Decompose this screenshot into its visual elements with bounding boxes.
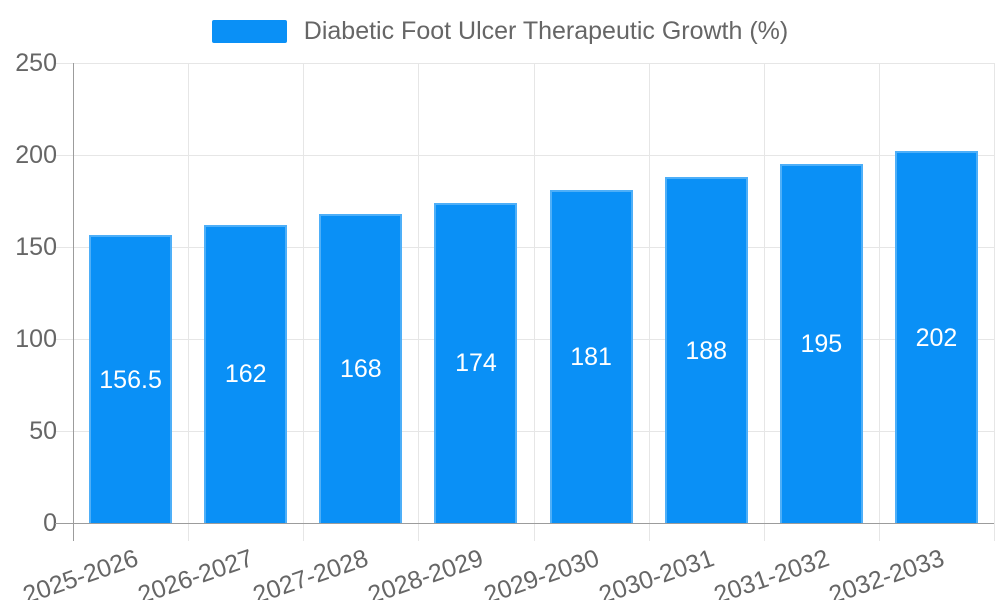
x-axis-tick bbox=[878, 523, 880, 541]
x-axis-tick bbox=[418, 523, 420, 541]
x-tick-label: 2031-2032 bbox=[710, 544, 833, 600]
x-tick-label: 2028-2029 bbox=[364, 544, 488, 600]
x-axis-tick bbox=[533, 523, 535, 541]
y-tick-label: 100 bbox=[15, 325, 57, 353]
legend-label: Diabetic Foot Ulcer Therapeutic Growth (… bbox=[303, 17, 789, 45]
y-axis-line bbox=[73, 63, 74, 541]
legend-swatch bbox=[211, 20, 287, 43]
bar-value-label: 195 bbox=[800, 330, 843, 359]
y-tick-label: 0 bbox=[43, 509, 57, 537]
bar[interactable]: 156.5 bbox=[89, 235, 173, 523]
y-axis-tick bbox=[55, 431, 73, 432]
y-tick-label: 50 bbox=[29, 417, 57, 445]
bar-value-label: 156.5 bbox=[99, 365, 162, 394]
bar-value-label: 168 bbox=[339, 354, 382, 383]
x-axis-line bbox=[55, 523, 994, 524]
x-tick-label: 2026-2027 bbox=[134, 544, 257, 600]
v-gridline bbox=[994, 63, 995, 523]
bar-value-label: 162 bbox=[224, 360, 267, 389]
bar[interactable]: 181 bbox=[549, 189, 633, 523]
bar-value-label: 188 bbox=[685, 336, 728, 365]
bar-value-label: 202 bbox=[915, 323, 958, 352]
x-axis-tick bbox=[994, 523, 995, 541]
y-tick-label: 200 bbox=[15, 141, 57, 169]
bar-value-label: 181 bbox=[570, 342, 612, 371]
bar[interactable]: 188 bbox=[664, 177, 748, 523]
v-gridline bbox=[418, 63, 420, 523]
y-tick-label: 250 bbox=[15, 49, 57, 77]
v-gridline bbox=[648, 63, 650, 523]
v-gridline bbox=[763, 63, 765, 523]
x-axis-tick bbox=[303, 523, 305, 541]
x-axis-tick bbox=[648, 523, 650, 541]
bar[interactable]: 195 bbox=[779, 164, 863, 523]
bar[interactable]: 162 bbox=[204, 224, 288, 523]
x-tick-label: 2029-2030 bbox=[480, 544, 603, 600]
x-tick-label: 2027-2028 bbox=[249, 544, 372, 600]
bar[interactable]: 202 bbox=[894, 151, 978, 523]
x-axis-tick bbox=[188, 523, 190, 541]
y-axis-tick bbox=[55, 155, 73, 156]
v-gridline bbox=[303, 63, 305, 523]
bar[interactable]: 174 bbox=[434, 202, 518, 523]
legend[interactable]: Diabetic Foot Ulcer Therapeutic Growth (… bbox=[0, 17, 1000, 46]
y-axis-tick bbox=[55, 247, 73, 248]
v-gridline bbox=[878, 63, 880, 523]
v-gridline bbox=[188, 63, 190, 523]
y-axis-tick bbox=[55, 63, 73, 64]
y-tick-label: 150 bbox=[15, 233, 57, 261]
x-axis-tick bbox=[763, 523, 765, 541]
bar[interactable]: 168 bbox=[319, 213, 403, 523]
x-tick-label: 2032-2033 bbox=[825, 544, 948, 600]
x-tick-label: 2025-2026 bbox=[19, 544, 142, 600]
x-tick-label: 2030-2031 bbox=[595, 544, 718, 600]
y-axis-tick bbox=[55, 339, 73, 340]
bar-value-label: 174 bbox=[455, 349, 497, 378]
v-gridline bbox=[533, 63, 535, 523]
